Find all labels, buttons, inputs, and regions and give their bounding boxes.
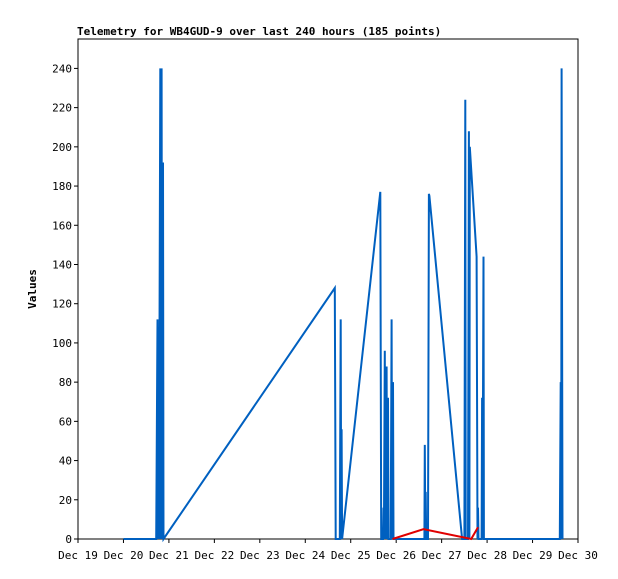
x-tick-label: Dec 19 (58, 549, 98, 562)
y-tick-label: 180 (52, 180, 72, 193)
y-axis-label-group: Values (26, 269, 39, 309)
series-line-0 (123, 68, 564, 543)
series-line-1 (392, 526, 479, 541)
x-tick-label: Dec 24 (285, 549, 325, 562)
x-axis: Dec 19 Dec 20 Dec 21 Dec 22 Dec 23 Dec 24 Dec … (58, 539, 598, 562)
y-tick-label: 0 (65, 533, 72, 546)
y-tick-label: 240 (52, 62, 72, 75)
x-tick-label: Dec 22 (194, 549, 234, 562)
y-tick-label: 200 (52, 141, 72, 154)
x-tick-label: Dec 25 (331, 549, 371, 562)
plot-area (77, 38, 579, 540)
y-tick-label: 20 (59, 494, 72, 507)
y-tick-label: 120 (52, 298, 72, 311)
y-axis: 0 20 40 60 80 100 120 140 160 180 200 220 240 (52, 62, 78, 546)
chart-title: Telemetry for WB4GUD-9 over last 240 hou… (77, 25, 441, 38)
y-tick-label: 80 (59, 376, 72, 389)
y-tick-label: 160 (52, 219, 72, 232)
y-tick-label: 220 (52, 102, 72, 115)
y-tick-label: 40 (59, 455, 72, 468)
x-tick-label: Dec 21 (149, 549, 189, 562)
x-tick-label: Dec 29 (513, 549, 553, 562)
x-tick-label: Dec 20 (104, 549, 144, 562)
y-tick-label: 100 (52, 337, 72, 350)
x-tick-label: Dec 27 (422, 549, 462, 562)
x-tick-label: Dec 30 (558, 549, 598, 562)
y-axis-label: Values (26, 269, 39, 309)
x-tick-label: Dec 28 (467, 549, 507, 562)
x-tick-label: Dec 23 (240, 549, 280, 562)
x-tick-label: Dec 26 (376, 549, 416, 562)
y-tick-label: 140 (52, 258, 72, 271)
y-tick-label: 60 (59, 415, 72, 428)
series-layer (123, 68, 564, 543)
